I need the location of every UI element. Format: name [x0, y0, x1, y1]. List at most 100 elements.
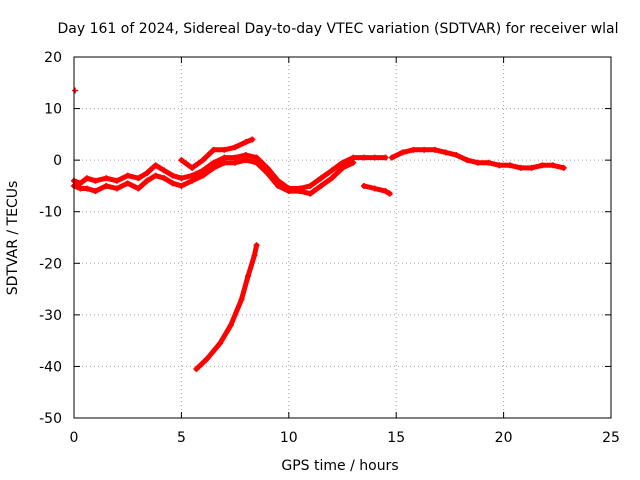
data-point — [474, 159, 481, 166]
data-point — [485, 159, 492, 166]
y-tick-label: -40 — [39, 359, 62, 375]
data-point — [103, 182, 110, 189]
data-point — [113, 177, 120, 184]
data-point — [421, 146, 428, 153]
data-point — [92, 177, 99, 184]
data-point — [178, 157, 185, 164]
data-point — [210, 164, 217, 171]
data-point — [77, 185, 84, 192]
data-point — [210, 146, 217, 153]
data-point — [221, 159, 228, 166]
data-point — [152, 162, 159, 169]
data-point — [453, 151, 460, 158]
data-point — [388, 154, 395, 161]
data-point — [204, 355, 211, 362]
data-point — [296, 188, 303, 195]
data-point — [251, 252, 258, 259]
data-point — [169, 172, 176, 179]
data-point — [464, 157, 471, 164]
data-point — [199, 167, 206, 174]
data-point — [371, 154, 378, 161]
chart-title: Day 161 of 2024, Sidereal Day-to-day VTE… — [57, 21, 618, 37]
data-point — [382, 188, 389, 195]
y-tick-label: -50 — [39, 411, 62, 427]
data-point — [339, 164, 346, 171]
data-point — [92, 188, 99, 195]
data-point — [135, 185, 142, 192]
data-point — [221, 154, 228, 161]
x-tick-label: 5 — [177, 430, 186, 446]
series-line — [71, 152, 388, 191]
data-point — [410, 146, 417, 153]
data-point — [496, 162, 503, 169]
data-point — [386, 190, 393, 197]
series-line — [361, 183, 393, 197]
data-point — [152, 172, 159, 179]
data-point — [360, 154, 367, 161]
x-axis-label: GPS time / hours — [281, 458, 398, 474]
data-point — [328, 175, 335, 182]
data-point — [242, 151, 249, 158]
data-point — [550, 162, 557, 169]
data-point — [253, 159, 260, 166]
y-tick-label: -20 — [39, 256, 62, 272]
data-point — [199, 172, 206, 179]
data-point — [178, 182, 185, 189]
data-point — [517, 164, 524, 171]
data-series — [71, 87, 567, 373]
data-point — [238, 296, 245, 303]
data-point — [144, 177, 151, 184]
x-tick-label: 15 — [387, 430, 405, 446]
data-point — [307, 182, 314, 189]
data-point — [232, 154, 239, 161]
data-point — [442, 149, 449, 156]
data-point — [178, 175, 185, 182]
data-point — [350, 159, 357, 166]
data-point — [253, 154, 260, 161]
data-point — [189, 172, 196, 179]
data-point — [253, 242, 260, 249]
data-point — [244, 273, 251, 280]
y-tick-label: 0 — [53, 153, 62, 169]
data-point — [318, 182, 325, 189]
x-tick-label: 25 — [602, 430, 620, 446]
data-point — [210, 159, 217, 166]
data-point — [124, 180, 131, 187]
data-point — [83, 175, 90, 182]
data-point — [507, 162, 514, 169]
data-point — [350, 154, 357, 161]
data-point — [232, 159, 239, 166]
data-point — [328, 167, 335, 174]
data-point — [77, 180, 84, 187]
data-point — [264, 170, 271, 177]
data-point — [193, 366, 200, 373]
data-point — [528, 164, 535, 171]
data-point — [539, 162, 546, 169]
data-point — [275, 182, 282, 189]
data-point — [560, 164, 567, 171]
data-point — [382, 154, 389, 161]
x-tick-label: 0 — [70, 430, 79, 446]
data-point — [161, 175, 168, 182]
data-point — [360, 182, 367, 189]
data-point — [232, 144, 239, 151]
x-tick-label: 20 — [495, 430, 513, 446]
data-point — [249, 136, 256, 143]
data-point — [169, 180, 176, 187]
y-tick-label: -10 — [39, 205, 62, 221]
data-point — [399, 149, 406, 156]
data-point — [285, 188, 292, 195]
y-tick-label: 10 — [44, 102, 62, 118]
data-point — [113, 185, 120, 192]
series-line — [193, 242, 260, 372]
data-point — [103, 175, 110, 182]
data-point — [189, 177, 196, 184]
axis-ticks: 0 5 10 15 20 25 -50 -40 -30 -20 -10 0 10 20 — [39, 50, 620, 446]
y-tick-label: 20 — [44, 50, 62, 66]
plot-frame — [73, 56, 612, 419]
data-point — [221, 146, 228, 153]
data-point — [431, 146, 438, 153]
grid — [74, 57, 611, 418]
data-point — [144, 170, 151, 177]
